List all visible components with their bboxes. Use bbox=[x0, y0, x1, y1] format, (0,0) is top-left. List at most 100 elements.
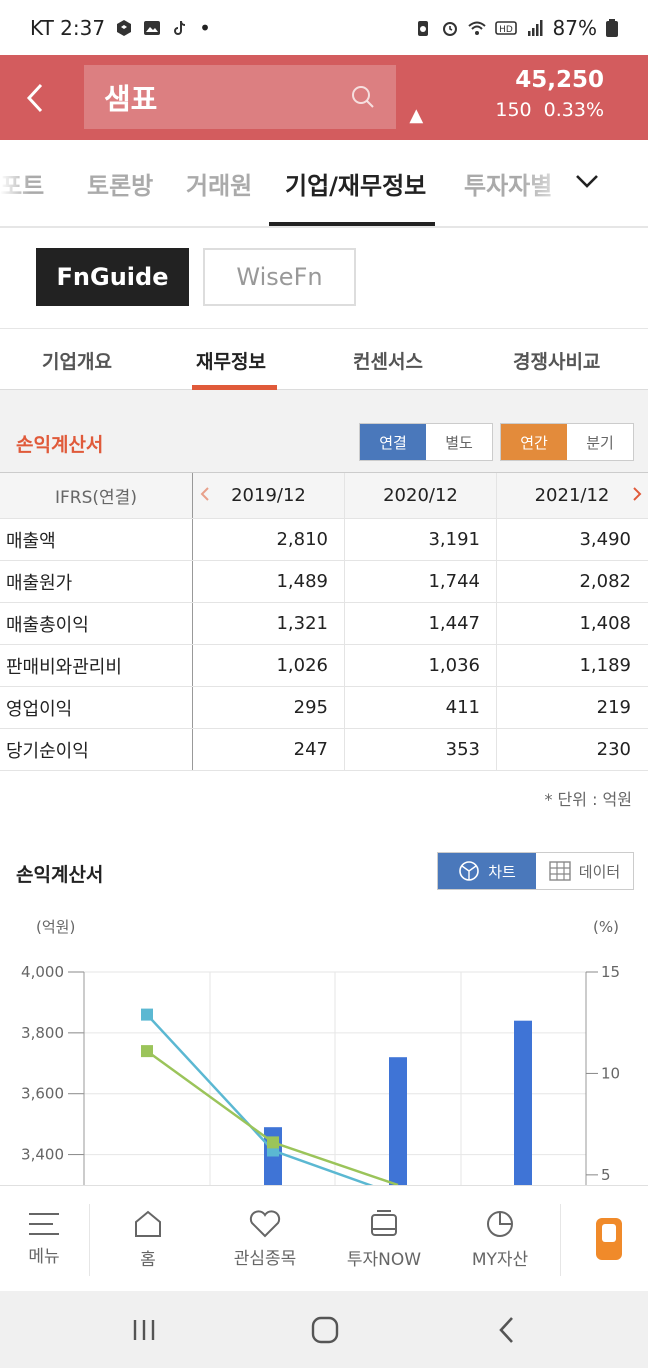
table-row: 매출액 2,810 3,191 3,490 bbox=[0, 519, 648, 561]
row-label: 매출원가 bbox=[0, 561, 193, 602]
tab-forum[interactable]: 토론방 bbox=[87, 172, 154, 200]
cell-value: 3,490 bbox=[579, 529, 631, 550]
cell-value: 353 bbox=[345, 729, 497, 770]
left-tick-label: 3,600 bbox=[21, 1085, 64, 1103]
nav-invest-now[interactable]: 투자NOW bbox=[330, 1186, 438, 1292]
right-tick-label: 15 bbox=[601, 963, 620, 981]
price-box: 45,250 ▲ 150 0.33% bbox=[409, 67, 604, 126]
row-label: 당기순이익 bbox=[0, 729, 193, 770]
tiktok-icon bbox=[174, 20, 186, 35]
right-tick-label: 5 bbox=[601, 1166, 611, 1184]
back-nav-icon[interactable] bbox=[496, 1315, 518, 1345]
next-period-icon[interactable] bbox=[630, 484, 644, 504]
period-toggle: 연간 분기 bbox=[500, 423, 634, 461]
change-amount: 150 bbox=[495, 99, 532, 121]
home-icon bbox=[135, 1210, 161, 1237]
cell-value: 219 bbox=[596, 697, 631, 718]
nav-trade[interactable] bbox=[570, 1186, 648, 1292]
subtab-financials[interactable]: 재무정보 bbox=[196, 351, 266, 373]
row-label: 영업이익 bbox=[0, 687, 193, 728]
left-tick-label: 4,000 bbox=[21, 963, 64, 981]
ifrs-header: IFRS(연결) bbox=[0, 473, 193, 518]
consolidated-button[interactable]: 연결 bbox=[360, 424, 426, 460]
battery-icon bbox=[606, 18, 618, 37]
chart-view-button[interactable]: 차트 bbox=[438, 853, 536, 889]
active-subtab-indicator bbox=[192, 385, 277, 390]
chart-bar bbox=[514, 1020, 532, 1185]
back-button[interactable] bbox=[0, 55, 70, 140]
income-chart: (억원) (%) 4,000 3,800 3,600 3,400 15 10 5 bbox=[21, 918, 620, 1185]
chevron-down-icon bbox=[576, 175, 598, 188]
cell-value: 1,489 bbox=[193, 561, 345, 602]
nav-watchlist-label: 관심종목 bbox=[233, 1248, 297, 1269]
nav-home[interactable]: 홈 bbox=[100, 1186, 196, 1292]
tab-broker[interactable]: 거래원 bbox=[186, 172, 253, 200]
period-header: 2021/12 bbox=[534, 485, 610, 506]
up-arrow-icon: ▲ bbox=[409, 105, 424, 126]
home-button-icon[interactable] bbox=[310, 1315, 340, 1345]
nav-my-assets[interactable]: MY자산 bbox=[452, 1186, 548, 1292]
search-icon[interactable] bbox=[350, 84, 376, 110]
left-axis-label: (억원) bbox=[36, 918, 75, 936]
notification-dot: • bbox=[199, 15, 211, 40]
cell-value: 1,408 bbox=[579, 613, 631, 634]
tab-company-financial[interactable]: 기업/재무정보 bbox=[285, 172, 427, 200]
svg-text:HD: HD bbox=[499, 25, 513, 35]
sub-tab-bar: 기업개요 재무정보 컨센서스 경쟁사비교 bbox=[0, 328, 648, 390]
chevron-left-icon bbox=[26, 83, 43, 112]
table-row: 영업이익 295 411 219 bbox=[0, 687, 648, 729]
cell-value: 1,447 bbox=[345, 603, 497, 644]
prev-period-icon[interactable] bbox=[198, 484, 212, 504]
data-view-button[interactable]: 데이터 bbox=[536, 853, 633, 889]
expand-tabs-button[interactable] bbox=[572, 166, 612, 206]
bottom-navigation: 메뉴 홈 관심종목 투자NOW MY자산 bbox=[0, 1185, 648, 1291]
gallery-icon bbox=[144, 20, 161, 35]
hd-icon: HD bbox=[494, 20, 517, 35]
nav-invest-now-label: 투자NOW bbox=[346, 1249, 422, 1270]
heart-icon bbox=[249, 1209, 281, 1237]
nav-my-assets-label: MY자산 bbox=[471, 1249, 529, 1270]
separate-button[interactable]: 별도 bbox=[445, 433, 473, 452]
wisefn-button[interactable]: WiseFn bbox=[203, 248, 356, 306]
stock-header: 샘표 45,250 ▲ 150 0.33% bbox=[0, 55, 648, 140]
cell-value: 1,744 bbox=[345, 561, 497, 602]
period-header: 2019/12 bbox=[193, 473, 345, 518]
row-label: 매출액 bbox=[0, 519, 193, 560]
cell-value: 1,321 bbox=[193, 603, 345, 644]
cell-value: 295 bbox=[193, 687, 345, 728]
hamburger-menu-icon bbox=[29, 1212, 59, 1235]
income-statement-table: IFRS(연결) 2019/12 2020/12 2021/12 매출액 2,8… bbox=[0, 472, 648, 771]
system-navigation-bar bbox=[0, 1291, 648, 1368]
quarterly-button[interactable]: 분기 bbox=[586, 433, 614, 452]
subtab-competitor[interactable]: 경쟁사비교 bbox=[513, 351, 601, 373]
pie-chart-icon bbox=[487, 1210, 513, 1237]
signal-icon bbox=[527, 19, 543, 36]
phone-order-icon bbox=[596, 1218, 622, 1260]
annual-button[interactable]: 연간 bbox=[501, 424, 567, 460]
clock: KT 2:37 bbox=[30, 15, 106, 40]
table-row: 매출원가 1,489 1,744 2,082 bbox=[0, 561, 648, 603]
recent-apps-icon[interactable] bbox=[131, 1317, 157, 1343]
cell-value: 3,191 bbox=[345, 519, 497, 560]
data-button-label: 데이터 bbox=[578, 862, 621, 881]
chart-point bbox=[141, 1008, 153, 1021]
right-tick-label: 10 bbox=[601, 1064, 620, 1082]
right-axis-label: (%) bbox=[593, 918, 619, 936]
nav-menu-label: 메뉴 bbox=[28, 1246, 60, 1267]
alarm-icon bbox=[442, 21, 457, 36]
chart-bar bbox=[389, 1057, 407, 1185]
nav-menu[interactable]: 메뉴 bbox=[0, 1186, 88, 1292]
subtab-company-overview[interactable]: 기업개요 bbox=[42, 351, 112, 373]
nav-watchlist[interactable]: 관심종목 bbox=[215, 1186, 315, 1292]
chart-point bbox=[141, 1045, 153, 1058]
main-tab-bar: 리포트 토론방 거래원 기업/재무정보 투자자별 bbox=[0, 140, 648, 228]
period-header: 2020/12 bbox=[345, 473, 497, 518]
subtab-consensus[interactable]: 컨센서스 bbox=[353, 351, 423, 373]
income-statement-title: 손익계산서 bbox=[16, 434, 104, 456]
stock-search-box[interactable]: 샘표 bbox=[84, 65, 396, 129]
cell-value: 1,026 bbox=[193, 645, 345, 686]
row-label: 매출총이익 bbox=[0, 603, 193, 644]
row-label: 판매비와관리비 bbox=[0, 645, 193, 686]
fnguide-button[interactable]: FnGuide bbox=[36, 248, 189, 306]
cell-value: 247 bbox=[193, 729, 345, 770]
